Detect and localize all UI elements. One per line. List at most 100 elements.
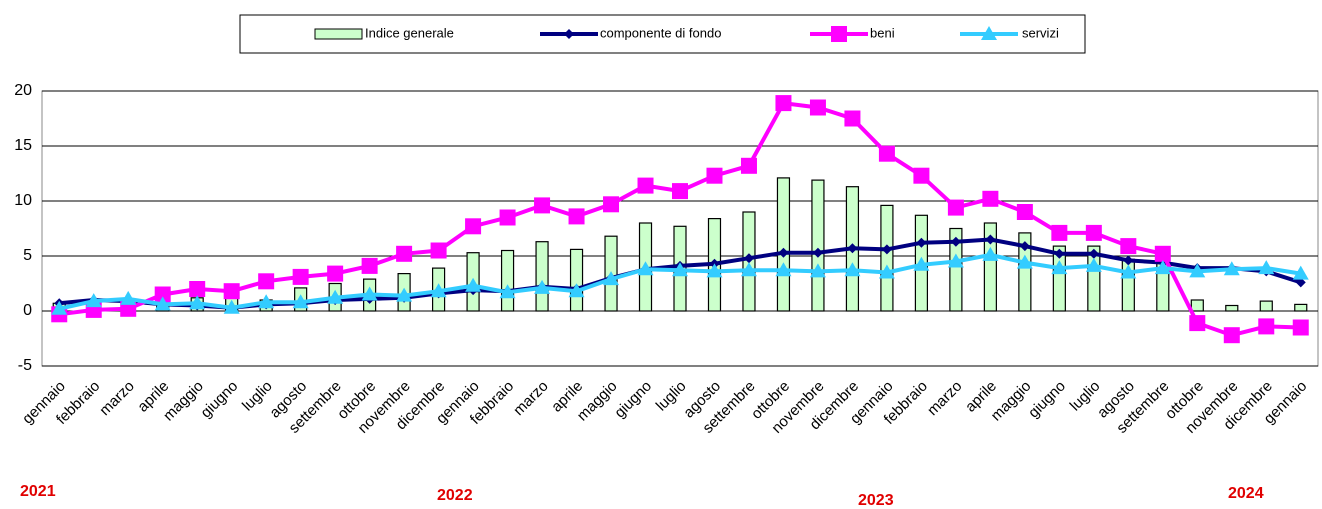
- marker: [1088, 248, 1099, 259]
- marker: [881, 244, 892, 255]
- y-tick-label: 5: [23, 247, 32, 264]
- bar: [1018, 232, 1032, 312]
- marker: [778, 247, 789, 258]
- marker: [947, 253, 964, 268]
- marker: [499, 284, 516, 299]
- x-tick-label: marzo: [924, 378, 965, 419]
- year-label: 2023: [858, 492, 894, 509]
- marker: [1019, 241, 1030, 252]
- bar: [1052, 245, 1066, 312]
- marker: [812, 247, 823, 258]
- marker: [740, 262, 757, 277]
- marker: [831, 26, 847, 42]
- marker: [1223, 261, 1240, 276]
- y-tick-label: 0: [23, 302, 32, 319]
- y-tick-label: 15: [14, 137, 32, 154]
- legend-label: servizi: [1022, 25, 1059, 40]
- x-tick-label: marzo: [96, 378, 137, 419]
- marker: [1016, 254, 1033, 269]
- marker: [568, 208, 585, 225]
- year-label: 2024: [1228, 485, 1264, 502]
- bar: [776, 177, 791, 312]
- marker: [637, 261, 654, 276]
- marker: [51, 300, 68, 315]
- marker: [154, 296, 171, 311]
- marker: [706, 263, 723, 278]
- marker: [913, 256, 930, 271]
- marker: [913, 167, 930, 184]
- bar: [1294, 303, 1308, 312]
- marker: [1120, 264, 1137, 279]
- bar: [1087, 245, 1101, 312]
- marker: [809, 99, 826, 116]
- marker: [1051, 260, 1068, 275]
- marker: [740, 157, 757, 174]
- legend-box: [239, 14, 1086, 54]
- marker: [985, 234, 996, 245]
- marker: [743, 253, 754, 264]
- marker: [706, 167, 723, 184]
- marker: [1085, 224, 1102, 241]
- marker: [564, 29, 574, 39]
- y-tick-label: -5: [18, 357, 32, 374]
- marker: [189, 281, 206, 297]
- marker: [258, 294, 275, 309]
- marker: [844, 262, 861, 277]
- marker: [534, 197, 551, 214]
- marker: [1154, 260, 1171, 275]
- bar: [500, 249, 515, 312]
- marker: [1292, 265, 1309, 280]
- marker: [1154, 245, 1171, 262]
- marker: [1258, 260, 1275, 275]
- marker: [292, 268, 309, 285]
- marker: [361, 286, 378, 301]
- marker: [1016, 204, 1033, 220]
- legend-label: componente di fondo: [600, 25, 721, 40]
- marker: [982, 246, 999, 261]
- marker: [223, 283, 240, 300]
- x-tick-label: marzo: [510, 378, 551, 419]
- marker: [499, 209, 516, 226]
- marker: [981, 26, 997, 40]
- marker: [950, 236, 961, 247]
- x-tick-label: giugno: [611, 378, 655, 422]
- bar: [983, 222, 997, 312]
- marker: [85, 293, 102, 308]
- marker: [430, 242, 447, 259]
- marker: [430, 283, 447, 298]
- y-tick-label: 20: [14, 82, 32, 99]
- bar: [811, 179, 825, 312]
- year-label: 2022: [437, 487, 473, 504]
- marker: [844, 110, 861, 127]
- marker: [916, 237, 927, 248]
- marker: [154, 286, 171, 303]
- marker: [603, 196, 620, 213]
- marker: [223, 299, 240, 314]
- marker: [1123, 255, 1134, 266]
- marker: [465, 218, 482, 235]
- marker: [672, 262, 688, 277]
- marker: [1051, 224, 1068, 241]
- legend-label: beni: [870, 25, 895, 40]
- marker: [1054, 248, 1065, 259]
- bar: [1259, 300, 1273, 312]
- marker: [1292, 319, 1309, 336]
- bar: [1190, 299, 1204, 312]
- marker: [1120, 238, 1137, 255]
- marker: [568, 283, 585, 298]
- marker: [258, 273, 275, 290]
- marker: [396, 245, 413, 262]
- marker: [1189, 315, 1206, 332]
- marker: [775, 95, 792, 112]
- marker: [878, 145, 895, 162]
- bar: [880, 204, 894, 312]
- marker: [1189, 263, 1206, 278]
- marker: [396, 287, 413, 302]
- marker: [327, 265, 344, 282]
- bar: [949, 227, 963, 312]
- marker: [1223, 327, 1240, 344]
- marker: [189, 295, 206, 310]
- marker: [1085, 257, 1102, 272]
- marker: [327, 289, 344, 304]
